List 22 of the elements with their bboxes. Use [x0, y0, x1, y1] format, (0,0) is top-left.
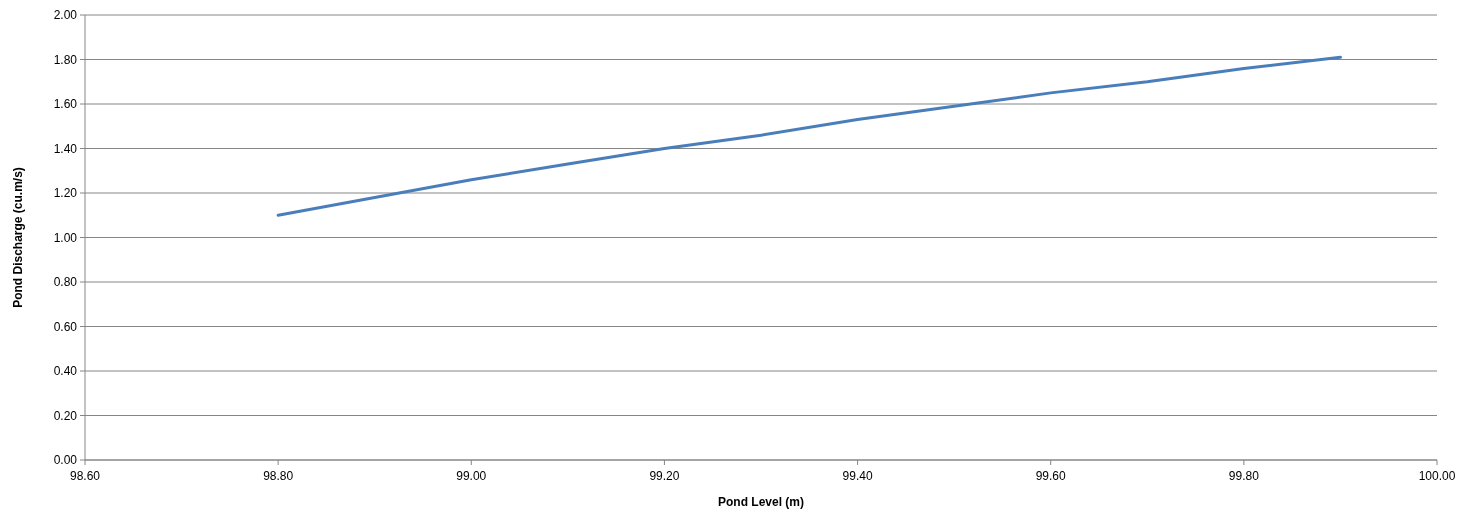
x-tick-label: 98.80	[263, 469, 294, 483]
x-tick-label: 99.80	[1228, 469, 1260, 483]
x-tick-label: 99.40	[842, 469, 873, 483]
x-tick-label: 98.60	[69, 469, 101, 483]
line-series	[276, 55, 1342, 217]
y-tick-label: 1.80	[53, 52, 78, 67]
y-tick-label: 1.00	[53, 230, 78, 245]
y-tick-label: 0.60	[53, 319, 78, 334]
y-tick-label: 0.40	[53, 364, 78, 379]
y-axis-title: Pond Discharge (cu.m/s)	[11, 167, 25, 308]
y-tick-label: 2.00	[53, 8, 78, 23]
y-tick-label: 1.40	[53, 141, 78, 156]
x-tick-label: 100.00	[1418, 469, 1456, 483]
y-tick-label: 1.20	[53, 186, 78, 201]
y-tick-label: 0.20	[53, 408, 78, 423]
x-tick-label: 99.60	[1035, 469, 1067, 483]
x-tick-label: 99.00	[456, 469, 487, 483]
x-tick-label: 99.20	[649, 469, 680, 483]
y-tick-label: 0.00	[53, 453, 78, 468]
x-axis-title: Pond Level (m)	[717, 495, 805, 509]
y-tick-label: 0.80	[53, 275, 78, 290]
y-tick-label: 1.60	[53, 97, 78, 112]
